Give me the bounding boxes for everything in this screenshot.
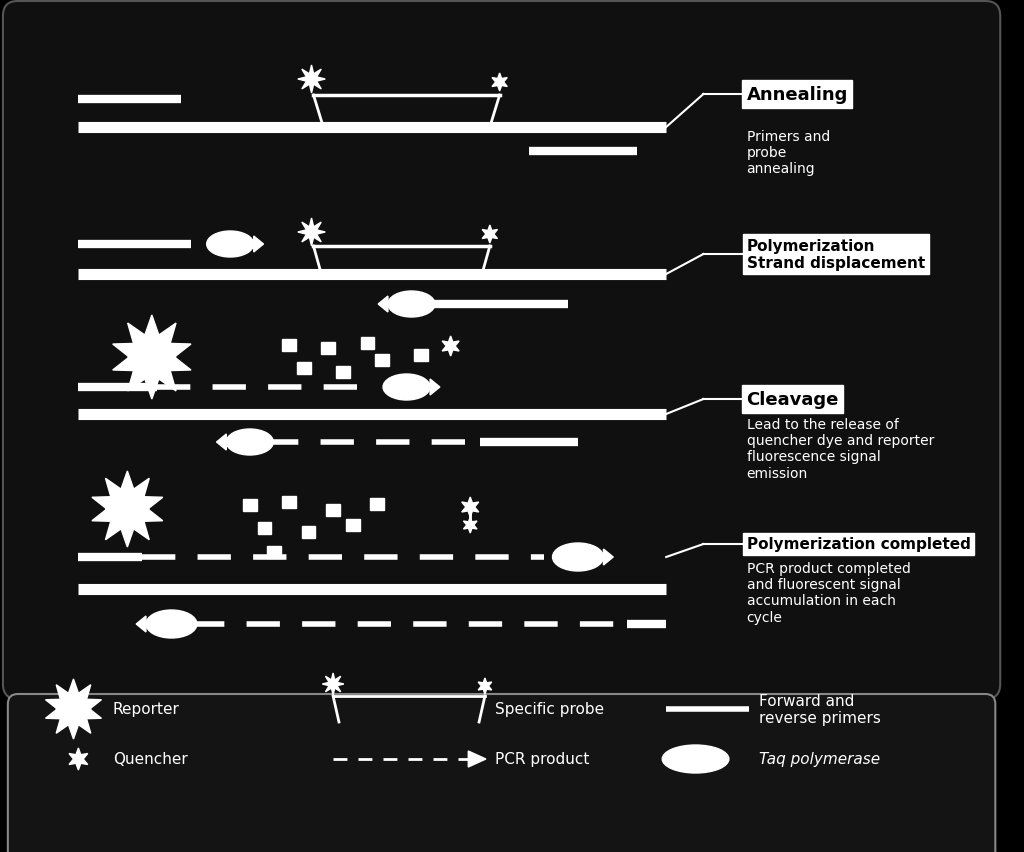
Bar	[336, 366, 350, 378]
Polygon shape	[254, 237, 263, 253]
Ellipse shape	[128, 341, 175, 374]
Polygon shape	[298, 219, 326, 247]
Polygon shape	[323, 673, 344, 695]
Ellipse shape	[383, 375, 430, 400]
FancyBboxPatch shape	[8, 694, 995, 852]
Polygon shape	[69, 748, 88, 770]
Bar	[297, 363, 310, 375]
Polygon shape	[442, 337, 459, 357]
Polygon shape	[216, 435, 226, 451]
Polygon shape	[45, 679, 101, 740]
Ellipse shape	[553, 544, 603, 572]
Bar	[327, 504, 340, 516]
Bar	[258, 522, 271, 534]
Polygon shape	[92, 471, 163, 547]
Bar	[267, 546, 282, 558]
Text: PCR product completed
and fluorescent signal
accumulation in each
cycle: PCR product completed and fluorescent si…	[746, 561, 910, 624]
Text: Cleavage: Cleavage	[746, 390, 839, 408]
Polygon shape	[113, 315, 191, 400]
Polygon shape	[603, 550, 613, 566]
Ellipse shape	[207, 232, 254, 257]
Text: Annealing: Annealing	[746, 86, 848, 104]
Polygon shape	[462, 498, 479, 517]
Polygon shape	[492, 74, 507, 92]
Text: PCR product: PCR product	[495, 751, 589, 767]
Text: Specific probe: Specific probe	[495, 702, 604, 717]
Ellipse shape	[146, 610, 197, 638]
Bar	[375, 354, 389, 366]
Text: Primers and
probe
annealing: Primers and probe annealing	[746, 130, 829, 176]
Text: Quencher: Quencher	[113, 751, 187, 767]
Bar	[371, 498, 384, 510]
Text: Polymerization
Strand displacement: Polymerization Strand displacement	[746, 239, 925, 271]
Ellipse shape	[56, 697, 91, 721]
Polygon shape	[468, 751, 486, 767]
Polygon shape	[478, 678, 492, 694]
Bar	[302, 527, 315, 538]
Polygon shape	[298, 66, 326, 94]
Polygon shape	[430, 379, 440, 395]
Ellipse shape	[105, 494, 148, 524]
Polygon shape	[464, 517, 477, 533]
Bar	[360, 337, 374, 349]
Ellipse shape	[388, 291, 435, 318]
Text: Reporter: Reporter	[113, 702, 179, 717]
Ellipse shape	[226, 429, 273, 456]
Bar	[243, 499, 257, 511]
Polygon shape	[136, 616, 146, 632]
Text: Polymerization completed: Polymerization completed	[746, 537, 971, 552]
Text: Forward and
reverse primers: Forward and reverse primers	[759, 693, 881, 725]
Polygon shape	[482, 226, 498, 244]
Polygon shape	[378, 296, 388, 313]
Ellipse shape	[663, 746, 729, 773]
Bar	[415, 349, 428, 361]
Bar	[322, 343, 335, 354]
Polygon shape	[695, 751, 706, 767]
Bar	[283, 497, 296, 509]
FancyBboxPatch shape	[3, 2, 1000, 699]
Bar	[346, 520, 359, 532]
Text: Lead to the release of
quencher dye and reporter
fluorescence signal
emission: Lead to the release of quencher dye and …	[746, 417, 934, 480]
Text: Taq polymerase: Taq polymerase	[759, 751, 881, 767]
Bar	[283, 340, 296, 352]
